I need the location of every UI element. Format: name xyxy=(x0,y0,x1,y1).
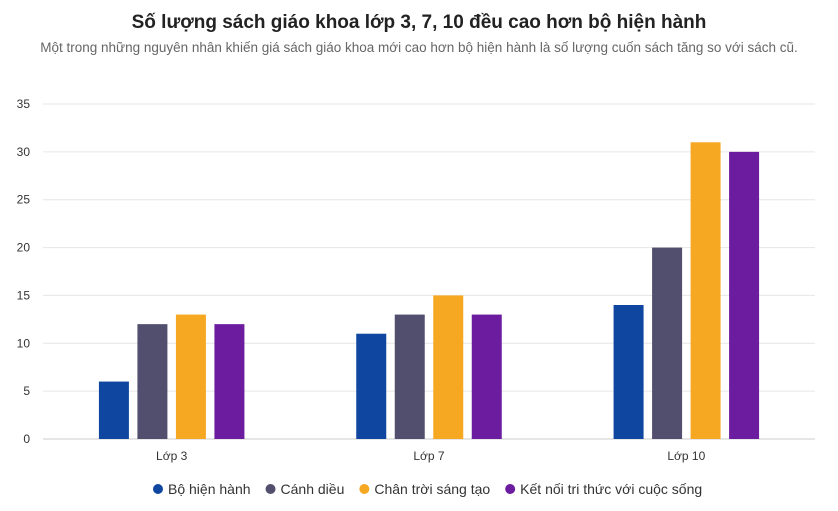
legend-marker xyxy=(265,484,276,494)
legend-label: Cánh diều xyxy=(281,481,345,497)
bar-3-1 xyxy=(175,314,206,439)
y-tick-label: 0 xyxy=(23,432,30,446)
y-tick-label: 35 xyxy=(17,97,31,111)
bar-2-3 xyxy=(652,247,683,439)
chart-title: Số lượng sách giáo khoa lớp 3, 7, 10 đều… xyxy=(131,12,707,33)
y-tick-label: 15 xyxy=(17,288,31,302)
legend-marker xyxy=(359,484,370,494)
legend-label: Bộ hiện hành xyxy=(168,481,251,497)
bar-1-2 xyxy=(356,333,387,439)
bar-1-3 xyxy=(613,305,644,439)
bar-3-3 xyxy=(690,142,721,440)
legend-marker xyxy=(153,484,163,494)
legend-marker xyxy=(505,484,516,494)
x-tick-label: Lớp 10 xyxy=(667,449,705,463)
y-tick-label: 10 xyxy=(17,336,31,350)
legend-label: Chân trời sáng tạo xyxy=(374,481,490,497)
x-tick-label: Lớp 3 xyxy=(156,449,188,463)
bar-1-1 xyxy=(98,381,129,439)
bar-4-2 xyxy=(471,314,502,439)
y-tick-label: 30 xyxy=(17,145,31,159)
bar-3-2 xyxy=(433,295,464,439)
bar-2-1 xyxy=(137,324,168,439)
x-tick-label: Lớp 7 xyxy=(413,449,445,463)
bar-4-3 xyxy=(729,151,760,439)
chart-subtitle: Một trong những nguyên nhân khiến giá sá… xyxy=(40,40,798,55)
y-tick-label: 5 xyxy=(23,384,30,398)
legend-label: Kết nối tri thức với cuộc sống xyxy=(520,481,702,497)
y-tick-label: 25 xyxy=(17,193,31,207)
bar-2-2 xyxy=(394,314,425,439)
y-tick-label: 20 xyxy=(17,241,31,255)
bar-4-1 xyxy=(214,324,245,439)
